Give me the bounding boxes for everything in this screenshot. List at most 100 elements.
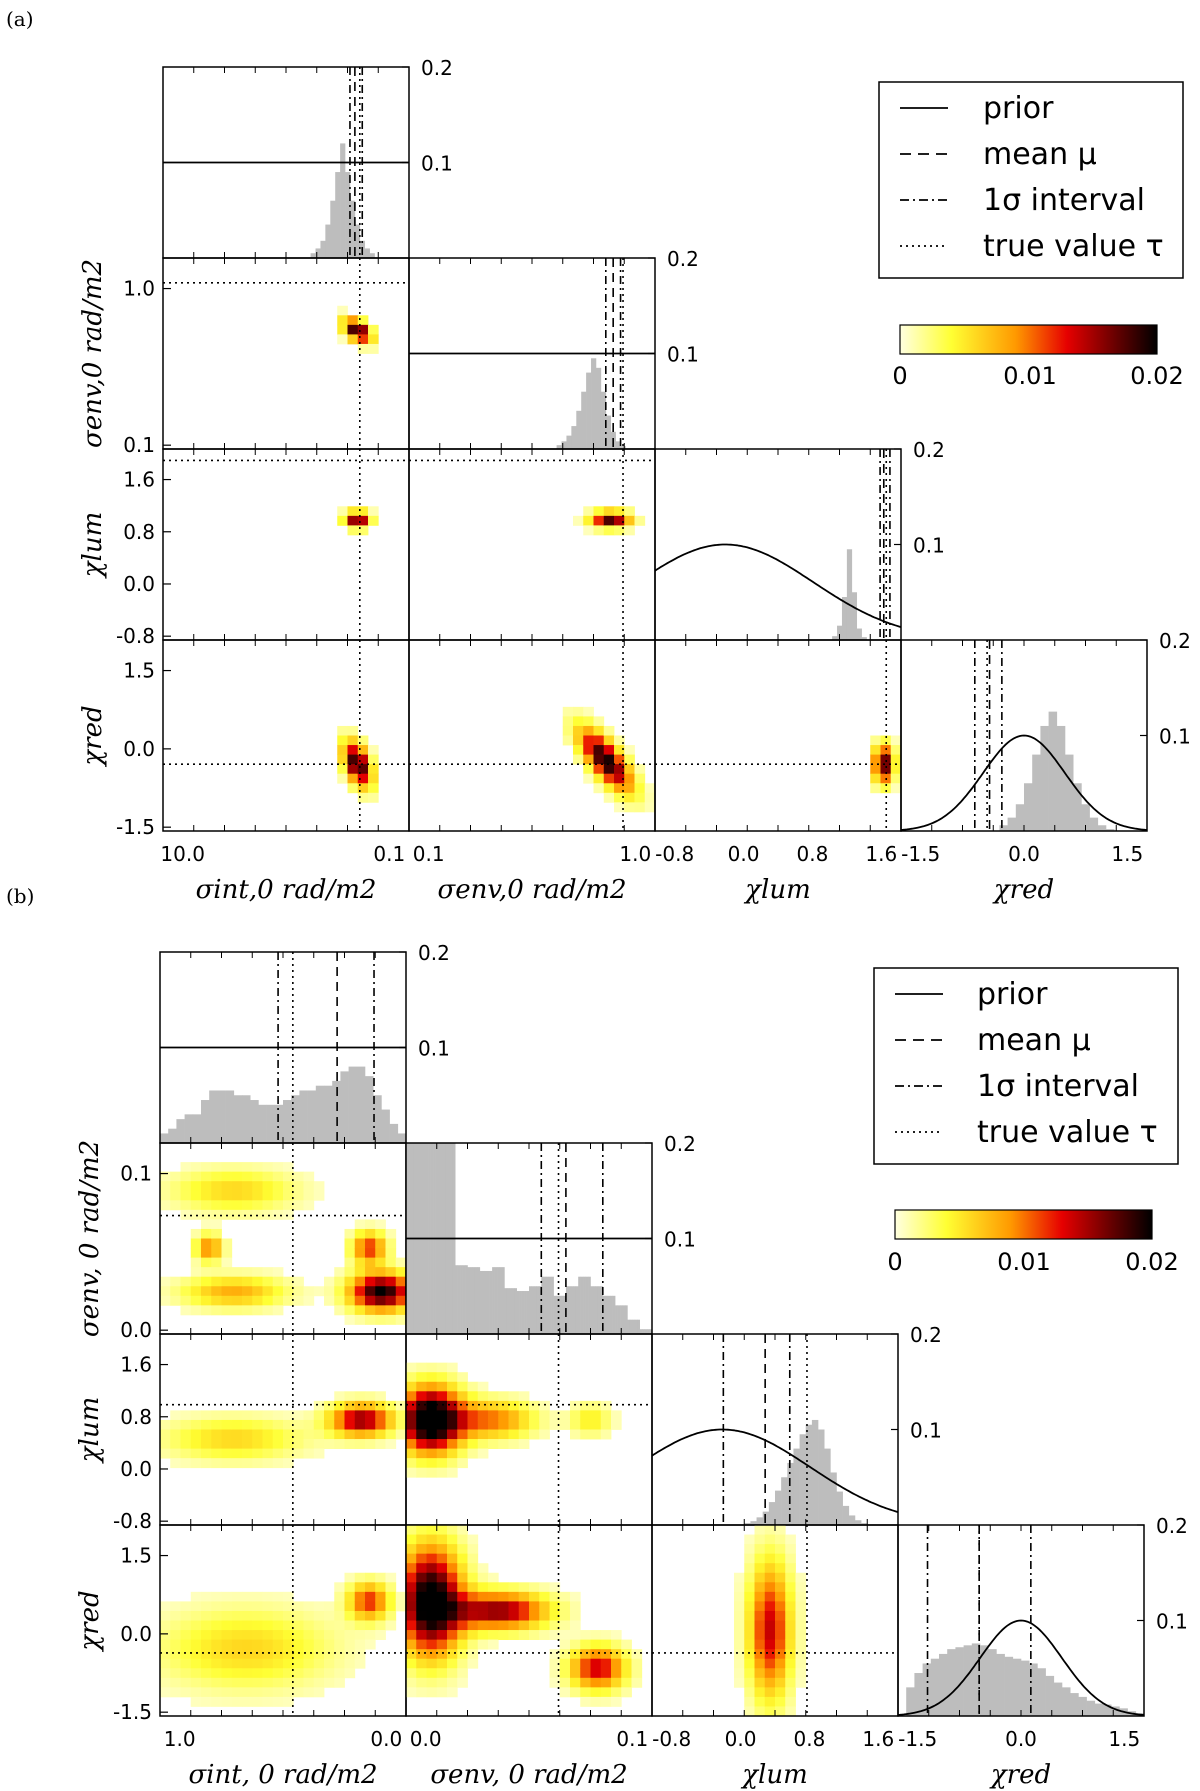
density-cell bbox=[375, 1429, 386, 1440]
density-cell bbox=[354, 1429, 366, 1440]
density-cell bbox=[190, 1649, 202, 1660]
density-cell bbox=[324, 1658, 335, 1669]
density-cell bbox=[293, 1181, 304, 1192]
density-cell bbox=[590, 1630, 602, 1640]
density-cell bbox=[624, 754, 635, 765]
density-cell bbox=[303, 1295, 315, 1306]
hist-bar bbox=[836, 1491, 843, 1525]
density-cell bbox=[416, 1610, 427, 1621]
hist-bar bbox=[620, 1305, 623, 1334]
density-cell bbox=[744, 1687, 755, 1698]
density-cell bbox=[365, 1601, 376, 1612]
density-cell bbox=[221, 1171, 233, 1182]
density-cell bbox=[368, 334, 379, 345]
density-cell bbox=[775, 1696, 786, 1707]
density-cell bbox=[190, 1439, 202, 1449]
density-cell bbox=[611, 1630, 622, 1640]
density-cell bbox=[488, 1601, 499, 1612]
density-cell bbox=[436, 1687, 448, 1698]
hist-bar bbox=[837, 625, 843, 640]
density-cell bbox=[436, 1448, 448, 1459]
density-cell bbox=[754, 1677, 766, 1688]
density-cell bbox=[426, 1439, 438, 1449]
density-cell bbox=[754, 1563, 766, 1574]
density-cell bbox=[775, 1544, 786, 1555]
density-cell bbox=[467, 1544, 479, 1555]
density-cell bbox=[570, 1658, 581, 1669]
density-cell bbox=[347, 506, 359, 517]
density-cell bbox=[334, 1419, 345, 1430]
hist-bar bbox=[1078, 1696, 1087, 1716]
density-cell bbox=[324, 1439, 335, 1449]
subplot-content bbox=[160, 1334, 406, 1525]
density-cell bbox=[242, 1200, 253, 1211]
density-cell bbox=[221, 1448, 233, 1459]
density-cell bbox=[303, 1658, 315, 1669]
density-cell bbox=[211, 1267, 222, 1278]
density-cell bbox=[795, 1630, 807, 1640]
density-cell bbox=[357, 515, 369, 526]
density-cell bbox=[447, 1677, 458, 1688]
density-cell bbox=[293, 1601, 304, 1612]
density-cell bbox=[734, 1582, 745, 1593]
density-cell bbox=[406, 1448, 417, 1459]
density-cell bbox=[529, 1610, 540, 1621]
density-cell bbox=[593, 716, 605, 727]
colorbar-tick: 0.02 bbox=[1125, 1248, 1178, 1276]
xtick-label: 1.0 bbox=[619, 842, 651, 866]
density-cell bbox=[508, 1391, 520, 1402]
density-cell bbox=[368, 506, 379, 517]
density-cell bbox=[201, 1696, 212, 1707]
density-cell bbox=[357, 506, 369, 517]
hist-bar bbox=[320, 240, 326, 258]
density-cell bbox=[529, 1410, 540, 1421]
hist-bar bbox=[607, 1295, 611, 1334]
density-cell bbox=[880, 764, 892, 775]
density-cell bbox=[231, 1171, 243, 1182]
density-cell bbox=[562, 706, 574, 717]
density-cell bbox=[477, 1620, 489, 1631]
density-cell bbox=[559, 1677, 571, 1688]
density-cell bbox=[303, 1620, 315, 1631]
density-cell bbox=[283, 1696, 294, 1707]
ylabel: σenv, 0 rad/m2 bbox=[75, 1140, 105, 1337]
density-cell bbox=[221, 1458, 233, 1469]
hist-bar bbox=[568, 1286, 572, 1334]
density-cell bbox=[242, 1171, 253, 1182]
density-cell bbox=[272, 1267, 284, 1278]
density-cell bbox=[272, 1200, 284, 1211]
density-cell bbox=[262, 1649, 274, 1660]
marginal-ytick-label: 0.2 bbox=[664, 1132, 696, 1156]
density-cell bbox=[385, 1286, 397, 1297]
density-cell bbox=[272, 1639, 284, 1650]
density-cell bbox=[870, 764, 881, 775]
subplot-r1-c1: 0.20.1 bbox=[408, 247, 699, 450]
density-cell bbox=[293, 1687, 304, 1698]
marginal-ytick-label: 0.1 bbox=[913, 534, 945, 558]
density-cell bbox=[559, 1639, 571, 1650]
density-cell bbox=[570, 1429, 581, 1440]
xlabel: σint,0 rad/m2 bbox=[196, 875, 377, 905]
density-cell bbox=[272, 1162, 284, 1173]
density-cell bbox=[539, 1591, 550, 1602]
density-cell bbox=[272, 1677, 284, 1688]
density-cell bbox=[365, 1257, 376, 1268]
density-cell bbox=[785, 1630, 796, 1640]
density-cell bbox=[593, 525, 605, 536]
hist-bar bbox=[624, 1305, 628, 1334]
density-cell bbox=[621, 1658, 632, 1669]
density-cell bbox=[324, 1419, 335, 1430]
density-cell bbox=[160, 1419, 171, 1430]
density-cell bbox=[590, 1687, 602, 1698]
hist-bar bbox=[192, 1114, 202, 1143]
density-cell bbox=[221, 1677, 233, 1688]
density-cell bbox=[201, 1591, 212, 1602]
density-cell bbox=[744, 1553, 755, 1564]
density-cell bbox=[334, 1286, 345, 1297]
density-cell bbox=[416, 1620, 427, 1631]
density-cell bbox=[313, 1448, 325, 1459]
density-cell bbox=[283, 1630, 294, 1640]
hist-bar bbox=[299, 1090, 308, 1143]
density-cell bbox=[303, 1668, 315, 1679]
